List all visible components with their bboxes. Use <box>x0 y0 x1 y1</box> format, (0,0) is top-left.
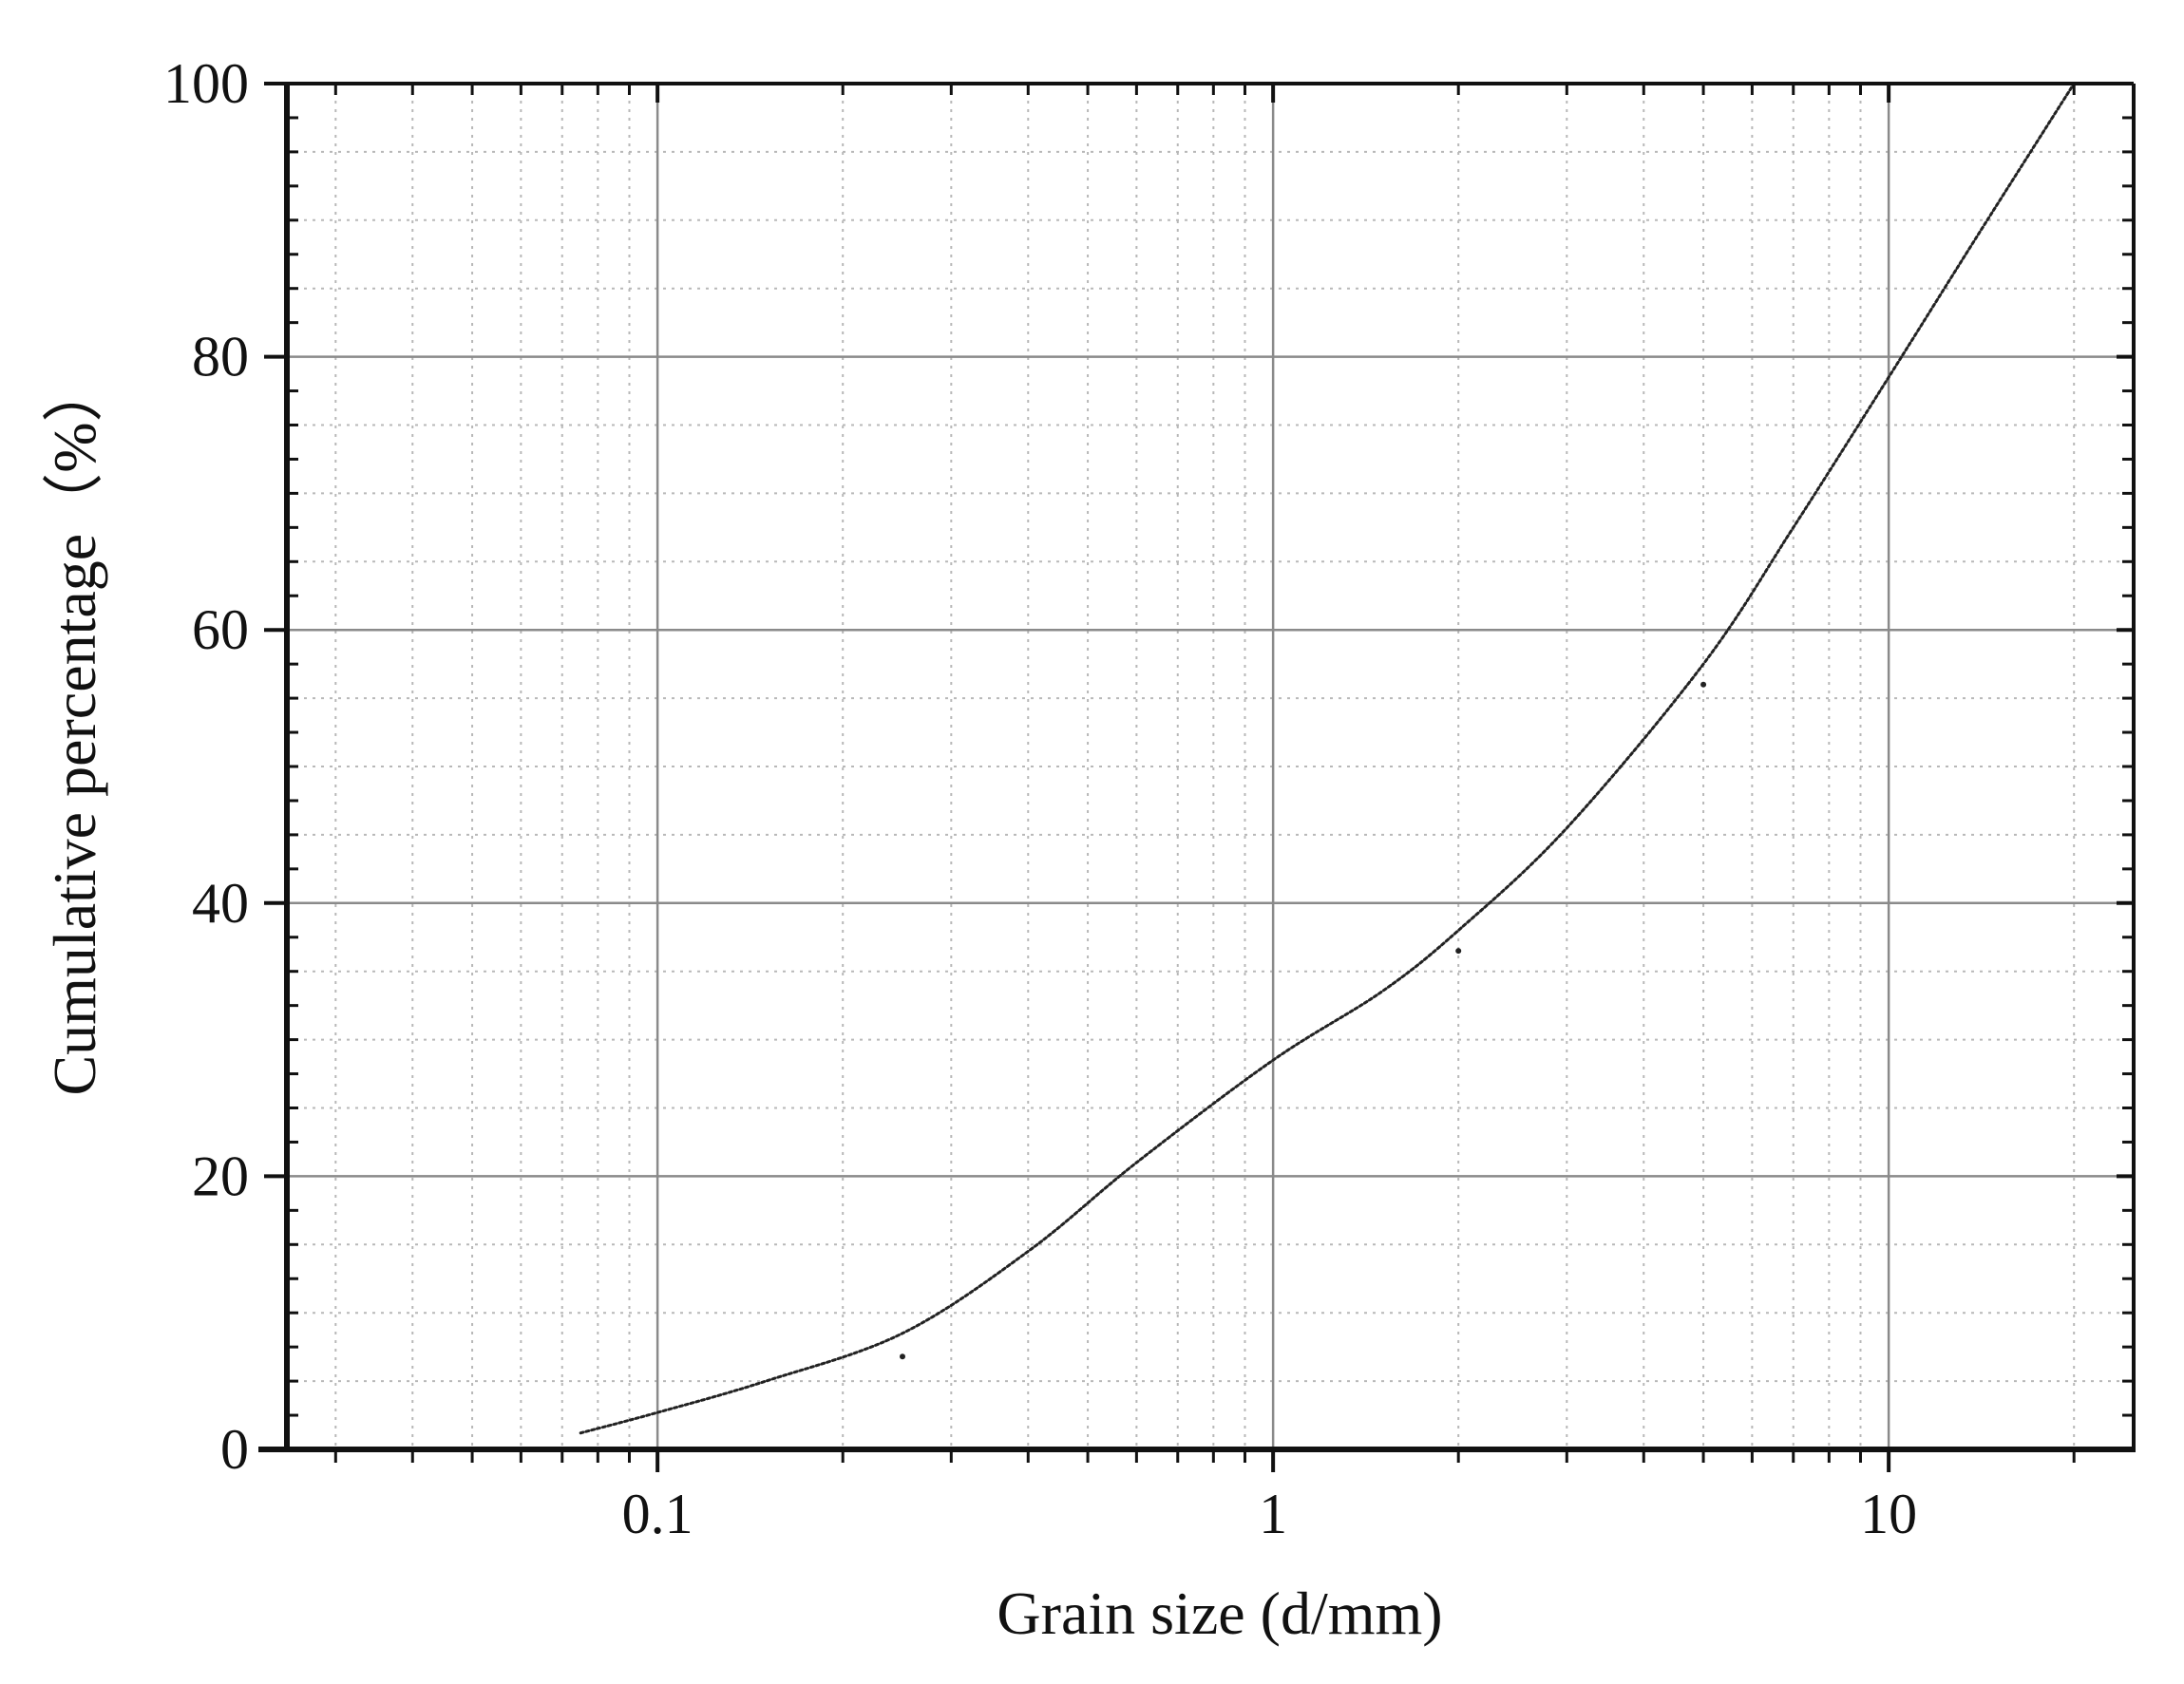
x-tick-label: 0.1 <box>622 1483 693 1545</box>
y-tick-label: 60 <box>192 598 249 661</box>
y-tick-label: 40 <box>192 872 249 935</box>
data-marker <box>900 1353 905 1359</box>
y-tick-label: 80 <box>192 326 249 388</box>
x-tick-label: 10 <box>1860 1483 1917 1545</box>
x-axis-title: Grain size (d/mm) <box>997 1580 1442 1647</box>
y-tick-label: 0 <box>220 1418 249 1481</box>
ticks <box>264 84 2134 1472</box>
data-marker <box>1455 948 1461 954</box>
series-group <box>580 84 2074 1433</box>
y-tick-label: 100 <box>163 52 249 115</box>
y-axis-title: Cumulative percentage（%） <box>41 361 108 1095</box>
grid <box>287 84 2134 1449</box>
series-line-0 <box>580 84 2074 1433</box>
x-tick-label: 1 <box>1259 1483 1287 1545</box>
y-tick-label: 20 <box>192 1145 249 1207</box>
data-marker <box>1700 682 1706 688</box>
